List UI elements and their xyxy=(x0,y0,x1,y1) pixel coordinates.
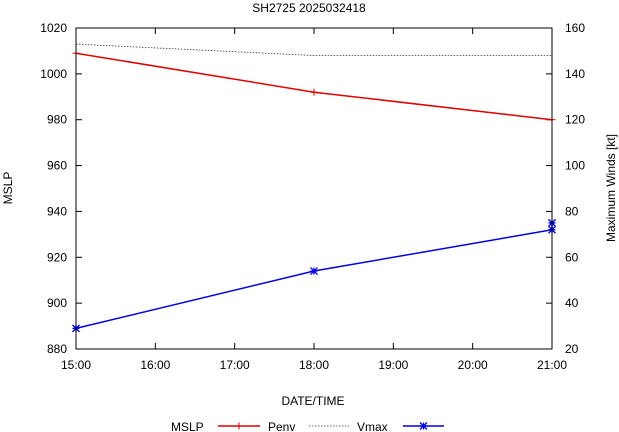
chart-title: SH2725 2025032418 xyxy=(252,1,366,15)
y-left-tick-label: 960 xyxy=(47,159,67,173)
x-tick-label: 15:00 xyxy=(61,358,91,372)
legend-marker-penv xyxy=(235,422,243,430)
x-tick-label: 17:00 xyxy=(220,358,250,372)
data-point-vmax xyxy=(310,267,318,276)
y-right-tick-label: 140 xyxy=(565,67,585,81)
legend-label-vmax: Vmax xyxy=(357,420,388,432)
series-line-vmax xyxy=(75,222,553,330)
y-right-tick-label: 160 xyxy=(565,21,585,35)
x-tick-label: 20:00 xyxy=(458,358,488,372)
data-point-penv xyxy=(310,88,318,96)
y-left-tick-label: 920 xyxy=(47,250,67,264)
y-right-tick-label: 60 xyxy=(565,250,579,264)
x-tick-label: 16:00 xyxy=(140,358,170,372)
legend-label-penv: Penv xyxy=(268,420,295,432)
y-left-tick-label: 880 xyxy=(47,342,67,356)
y-right-tick-label: 20 xyxy=(565,342,579,356)
series-line-penv xyxy=(75,52,553,121)
y-right-tick-label: 100 xyxy=(565,159,585,173)
legend: MSLP Penv Vmax xyxy=(171,420,444,432)
x-tick-label: 21:00 xyxy=(537,358,567,372)
y-left-tick-label: 980 xyxy=(47,113,67,127)
series-line-mslp xyxy=(75,43,552,56)
legend-marker-vmax xyxy=(419,422,428,430)
legend-title: MSLP xyxy=(171,420,204,432)
y-left-tick-label: 900 xyxy=(47,296,67,310)
y-left-tick-label: 1020 xyxy=(40,21,67,35)
y-right-tick-label: 120 xyxy=(565,113,585,127)
plot-frame xyxy=(75,27,553,350)
y-axis-label-left: MSLP xyxy=(1,172,15,205)
y-left-tick-label: 1000 xyxy=(40,67,67,81)
x-tick-label: 18:00 xyxy=(299,358,329,372)
y-right-tick-label: 80 xyxy=(565,204,579,218)
x-tick-label: 19:00 xyxy=(378,358,408,372)
x-axis-label: DATE/TIME xyxy=(281,394,344,408)
y-right-tick-label: 40 xyxy=(565,296,579,310)
y-axis-label-right: Maximum Winds [kt] xyxy=(604,134,618,242)
y-left-tick-label: 940 xyxy=(47,204,67,218)
